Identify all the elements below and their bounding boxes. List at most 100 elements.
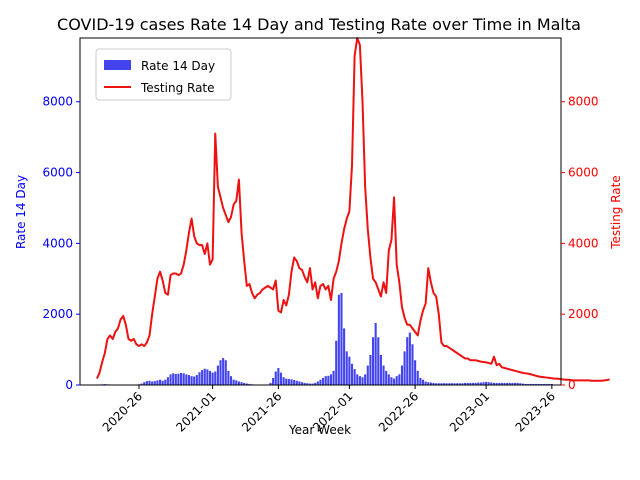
bar [185,374,188,385]
bar [358,376,361,385]
y-axis-left-label: Rate 14 Day [14,175,28,249]
bar [429,382,432,385]
x-tick-label: 2021-26 [239,389,284,434]
legend-bar-swatch [104,60,131,70]
bar [442,383,446,385]
bar [406,337,409,385]
bar [169,374,172,385]
bar [432,382,435,385]
bar [377,337,380,385]
bar [208,370,212,385]
y-right-tick-label: 4000 [568,236,599,250]
bar [537,383,540,385]
bar [477,382,480,385]
bar [277,368,280,385]
bar [393,378,396,385]
bar [340,292,343,385]
bar [529,383,532,385]
bar [227,370,230,385]
bar [513,382,517,385]
bar [542,383,546,385]
bar [445,383,448,385]
bar [290,379,293,385]
bar [450,383,453,385]
bar [521,383,524,385]
x-tick-label: 2022-26 [376,389,421,434]
plot-frame [79,37,562,386]
bar [269,382,272,385]
x-tick-label: 2021-01 [173,389,218,434]
bar [427,382,430,385]
bar [456,383,459,385]
y-left-tick-label: 6000 [42,166,73,180]
bar [374,323,377,385]
legend: Rate 14 Day Testing Rate [95,48,232,101]
bar [211,372,214,385]
bar [385,370,388,385]
bar [324,376,327,385]
bar [177,373,180,385]
bar [332,370,335,385]
y-left-tick-label: 2000 [42,307,73,321]
bar [532,383,535,385]
bar [193,376,196,385]
bar [511,382,514,385]
bar [306,383,309,385]
bar [180,372,183,385]
bar [535,383,538,385]
x-tick-label: 2020-26 [100,389,145,434]
bar [151,381,154,385]
bar [161,380,164,385]
bar [198,372,201,385]
bar [216,365,219,385]
bar [498,382,501,385]
y-left-tick-label: 4000 [42,236,73,250]
bar [300,382,304,385]
bar [364,374,367,385]
bar [485,381,488,385]
bar [224,360,227,385]
bar [237,381,240,385]
bar [201,370,204,385]
bar [350,363,354,385]
y-left-tick-label: 8000 [42,95,73,109]
bar [419,377,422,385]
bar [285,378,288,385]
bar [190,376,193,385]
bar [295,380,298,385]
bar [550,383,553,385]
bar [245,383,248,385]
bar [311,383,314,385]
testing-rate-line [96,37,610,382]
bar [287,378,290,385]
bar [298,381,301,385]
x-axis-label: Year Week [288,423,351,437]
y-axis-left: 0 2000 4000 6000 8000 [42,95,80,392]
bar [495,382,498,385]
bar [466,382,469,385]
bar [206,369,209,385]
bar [348,356,351,385]
legend-bar-label: Rate 14 Day [141,59,215,73]
y-right-tick-label: 2000 [568,307,599,321]
bar [158,379,162,385]
bar [379,354,382,385]
bar [316,381,319,385]
bar [148,380,151,385]
bar [527,383,530,385]
y-right-tick-label: 0 [568,378,576,392]
bar [382,365,385,385]
bar [400,365,404,385]
bar [166,377,169,385]
bar [243,382,246,385]
y-axis-right: 0 2000 4000 6000 8000 [561,95,599,392]
bar [174,374,177,385]
bar [408,332,411,385]
bar [219,360,222,385]
bar [319,379,322,385]
legend-line-label: Testing Rate [140,81,215,95]
bar [240,382,243,385]
bar [437,383,440,385]
bar [327,375,330,385]
bar [369,354,372,385]
